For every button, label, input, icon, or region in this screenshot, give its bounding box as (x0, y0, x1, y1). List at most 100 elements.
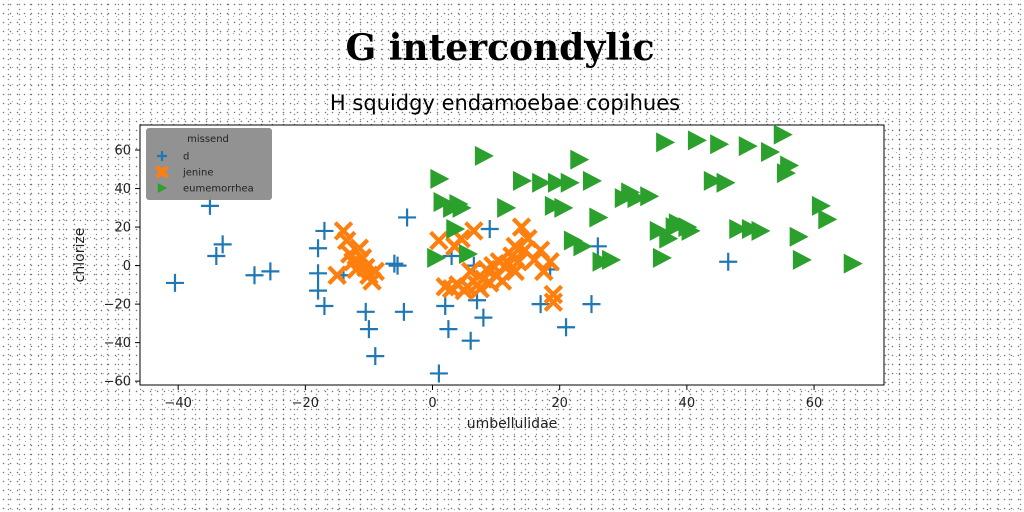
data-point (429, 364, 448, 383)
data-point (394, 302, 413, 321)
data-point (165, 273, 184, 292)
data-point (761, 141, 781, 162)
data-point (366, 347, 385, 366)
data-point (582, 295, 601, 314)
data-point (458, 244, 478, 265)
data-point (811, 195, 831, 216)
legend-entries: d jenine eumemorrhea (155, 151, 254, 195)
data-point (446, 219, 466, 239)
data-point (452, 197, 472, 218)
legend-box (146, 128, 272, 200)
data-point (327, 265, 347, 285)
data-point (309, 239, 328, 258)
data-point (359, 320, 378, 339)
data-point (497, 197, 517, 218)
data-point (429, 230, 449, 251)
legend-label: d (183, 152, 189, 163)
x-axis-ticks: −40 −20 0 20 40 60 (164, 385, 822, 411)
data-point (261, 262, 280, 281)
legend-label: jenine (182, 168, 214, 179)
data-point (773, 124, 793, 145)
chart-subtitle: H squidgy endamoebae copihues (330, 91, 680, 115)
legend-marker (157, 151, 167, 161)
x-tick-label: 60 (806, 396, 823, 411)
legend: missend d jenine eumemorrhea (146, 128, 272, 200)
data-point (710, 134, 730, 155)
data-point (649, 220, 669, 241)
data-point (439, 320, 458, 339)
data-point (433, 192, 453, 213)
data-point (474, 308, 493, 327)
x-axis-label: umbellulidae (467, 416, 558, 432)
data-point (554, 197, 574, 218)
data-point (451, 228, 471, 249)
data-point (315, 297, 334, 316)
series-jenine (327, 217, 564, 312)
data-point (719, 252, 738, 271)
data-point (592, 251, 612, 272)
data-point (843, 253, 863, 274)
data-point (780, 155, 800, 176)
data-point (464, 221, 484, 241)
y-tick-label: 60 (114, 144, 131, 159)
data-point (602, 249, 622, 270)
y-tick-label: 40 (114, 182, 131, 197)
data-point (430, 168, 450, 189)
data-point (460, 261, 481, 282)
data-point (474, 145, 494, 166)
data-point (346, 259, 366, 280)
data-point (532, 172, 552, 193)
data-point (570, 149, 590, 170)
data-point (681, 220, 701, 241)
y-axis-label: chlorize (72, 228, 88, 283)
data-point (703, 170, 723, 191)
data-point (385, 254, 404, 273)
data-point (388, 256, 407, 275)
data-point (573, 236, 593, 257)
y-tick-label: 20 (114, 221, 131, 236)
data-point (668, 213, 688, 234)
data-point (792, 249, 812, 270)
x-tick-label: 0 (428, 396, 436, 411)
data-point (365, 261, 386, 282)
data-point (213, 235, 232, 254)
data-point (436, 297, 455, 316)
data-point (560, 172, 580, 193)
data-point (513, 170, 533, 191)
y-tick-label: 0 (123, 259, 131, 274)
data-point (461, 331, 480, 350)
data-point (716, 172, 736, 193)
x-tick-label: 20 (551, 396, 568, 411)
x-tick-label: −20 (292, 396, 319, 411)
legend-title: missend (187, 134, 229, 145)
series-d (165, 196, 738, 383)
chart-title: G intercondylic (345, 27, 654, 69)
data-point (534, 261, 554, 282)
x-tick-label: −40 (164, 396, 191, 411)
data-point (480, 220, 499, 238)
data-point (511, 217, 532, 237)
legend-marker (157, 183, 168, 193)
data-point (582, 170, 602, 191)
data-point (315, 221, 334, 240)
data-point (751, 220, 771, 241)
data-point (659, 228, 679, 249)
data-point (543, 292, 564, 312)
x-tick-label: 40 (679, 396, 696, 411)
data-point (687, 130, 707, 151)
data-point (563, 230, 583, 251)
data-point (505, 236, 525, 257)
data-point (738, 136, 758, 157)
data-point (309, 264, 328, 283)
data-point (548, 172, 568, 193)
series-eumemorrhea (427, 124, 863, 274)
data-point (427, 247, 447, 268)
y-axis-ticks: −60 −40 −20 0 20 40 60 (104, 144, 140, 390)
data-point (245, 266, 264, 285)
data-point (508, 252, 529, 272)
data-point (729, 219, 749, 239)
legend-label: eumemorrhea (183, 184, 254, 195)
data-point (309, 281, 328, 300)
data-point (789, 226, 809, 247)
